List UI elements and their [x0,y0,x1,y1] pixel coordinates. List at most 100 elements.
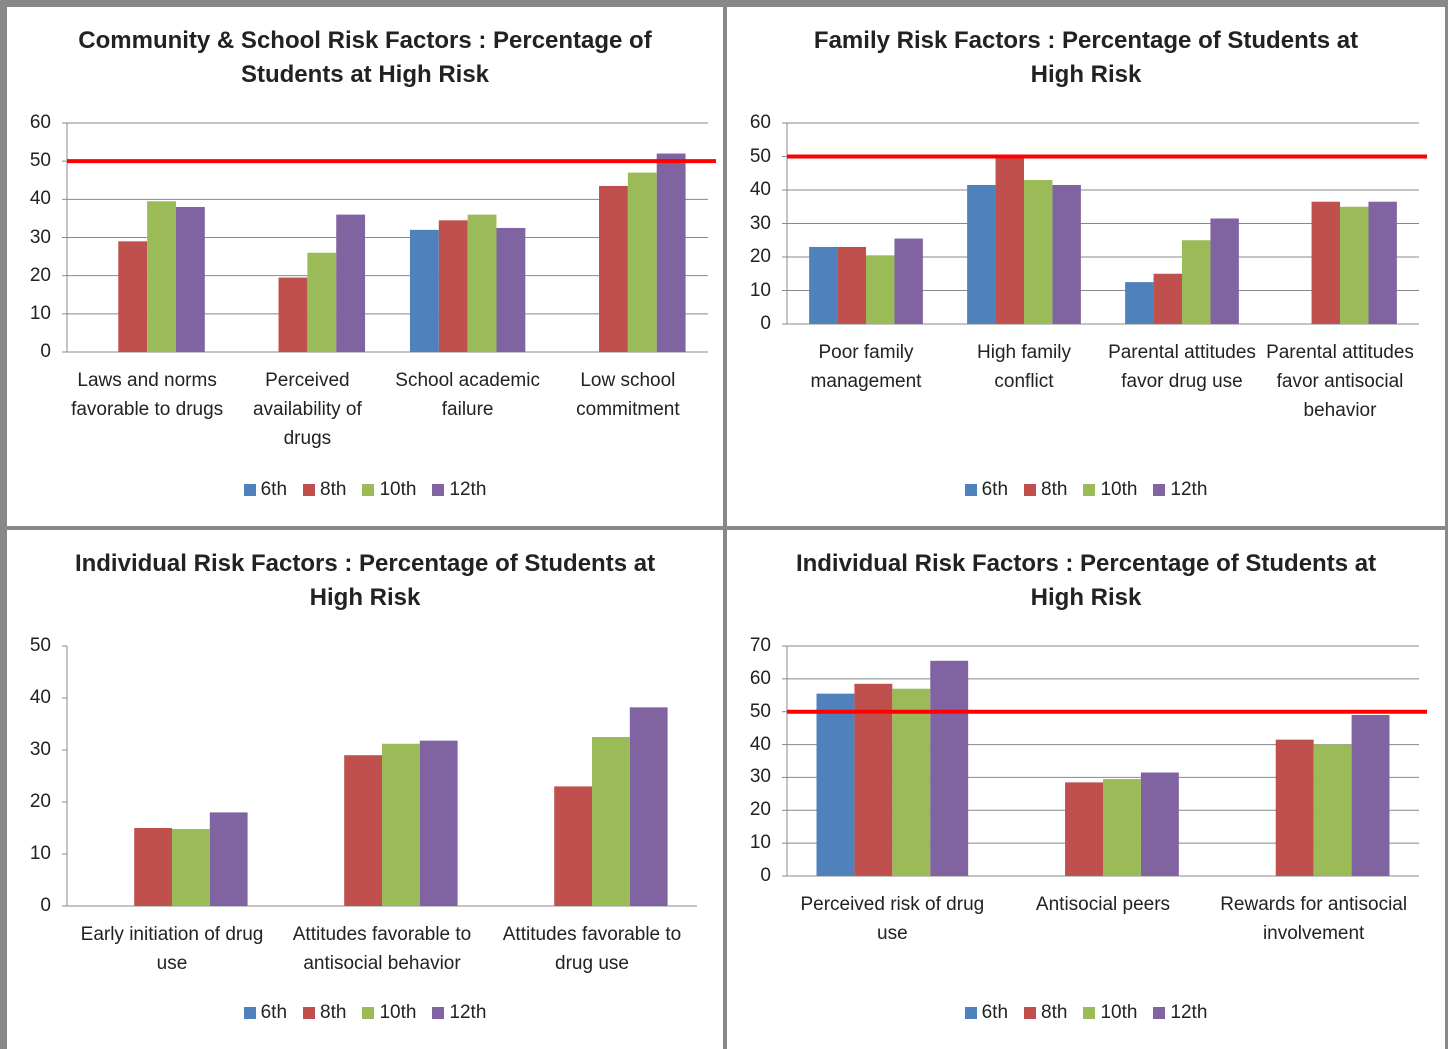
y-tick-label: 50 [29,635,51,656]
legend-swatch [243,484,256,496]
legend-item: 12th [1153,1002,1207,1024]
x-tick-label: Rewards for antisocial involvement [1220,894,1408,944]
bar [809,246,838,324]
bar [599,185,628,352]
legend-label: 6th [981,1002,1009,1023]
bar [1065,782,1103,876]
legend-swatch [362,484,375,496]
bar [278,277,308,352]
bar [1140,772,1179,876]
legend-label: 10th [379,479,417,500]
bar [1052,184,1081,324]
legend-item: 8th [303,479,346,501]
chart-title: Community & School Risk Factors : Percen… [78,27,652,88]
bar [1182,240,1211,324]
bar [1024,179,1053,324]
bar [1311,201,1340,324]
bar [1125,282,1154,324]
x-tick-label: Perceived availability of drugs [252,370,362,449]
x-tick-label: Attitudes favorable to drug use [502,924,682,974]
bar [336,214,366,352]
bar [592,737,630,906]
chart [782,122,1427,325]
bar [629,707,668,906]
bar [175,206,205,352]
bar [134,828,172,906]
legend-item: 12th [432,1002,486,1024]
legend-label: 12th [1170,479,1208,500]
y-tick-label: 40 [29,188,51,210]
legend-label: 6th [981,479,1009,500]
legend: 6th 8th 10th 12th [7,479,723,501]
legend-swatch [1083,1007,1096,1019]
y-tick-label: 30 [749,212,771,234]
y-tick-label: 60 [749,667,771,689]
chart-panel: Community & School Risk Factors : Percen… [7,7,723,526]
x-tick-label: Early initiation of drug use [80,924,264,974]
y-tick-label: 30 [29,226,51,248]
y-tick-label: 0 [760,865,771,886]
y-tick-label: 10 [749,279,771,301]
bar [967,184,996,324]
legend-label: 12th [1170,1002,1208,1023]
bar [892,688,931,876]
x-tick-label: Perceived risk of drug use [800,894,985,944]
legend-swatch [1153,484,1166,496]
legend-item: 6th [243,1002,288,1024]
x-tick-label: Attitudes favorable to antisocial behavi… [292,924,472,974]
legend-swatch [964,484,977,496]
legend-item: 12th [1153,479,1207,501]
bar [866,255,895,324]
y-tick-label: 50 [749,700,771,722]
legend-swatch [1024,1007,1037,1019]
legend: 6th 8th 10th 12th [727,1002,1445,1024]
bar [627,172,657,352]
legend-swatch [303,484,316,496]
legend-label: 6th [260,1002,288,1023]
chart [62,122,716,353]
legend: 6th 8th 10th 12th [7,1002,723,1024]
chart [62,645,697,907]
y-tick-label: 10 [29,843,51,864]
bar [837,246,866,324]
bar [496,227,526,352]
legend-item: 6th [964,1002,1009,1024]
bar [307,252,337,352]
bar [894,238,923,324]
bar [209,812,248,906]
legend-item: 8th [1024,1002,1067,1024]
x-tick-label: Antisocial peers [1035,894,1171,915]
x-tick-label: Low school commitment [576,370,680,420]
bar [172,829,210,906]
bar [419,740,458,906]
y-tick-label: 20 [29,791,51,812]
legend-label: 10th [1100,479,1138,500]
bar [118,241,148,352]
legend-label: 10th [1100,1002,1138,1023]
legend-swatch [362,1007,375,1019]
chart-panel: Individual Risk Factors : Percentage of … [7,530,723,1049]
bar [147,201,176,352]
x-tick-label: Parental attitudes favor antisocial beha… [1266,342,1414,421]
y-tick-label: 0 [40,341,51,362]
legend-item: 6th [243,479,288,501]
y-tick-label: 50 [749,145,771,167]
bar [1313,744,1352,876]
y-tick-label: 20 [749,246,771,267]
legend-label: 6th [260,479,288,500]
y-tick-label: 60 [29,112,51,133]
bar [854,683,893,876]
bar [930,660,969,876]
x-tick-label: High family conflict [977,342,1071,392]
bar [1275,739,1314,876]
legend-label: 12th [449,1002,487,1023]
x-tick-label: Laws and norms favorable to drugs [71,370,224,420]
legend-item: 12th [432,479,486,501]
legend-swatch [303,1007,316,1019]
bar [438,220,468,352]
y-tick-label: 0 [40,895,51,916]
legend-swatch [243,1007,256,1019]
legend-item: 10th [1083,1002,1137,1024]
x-tick-label: School academic failure [395,370,540,420]
